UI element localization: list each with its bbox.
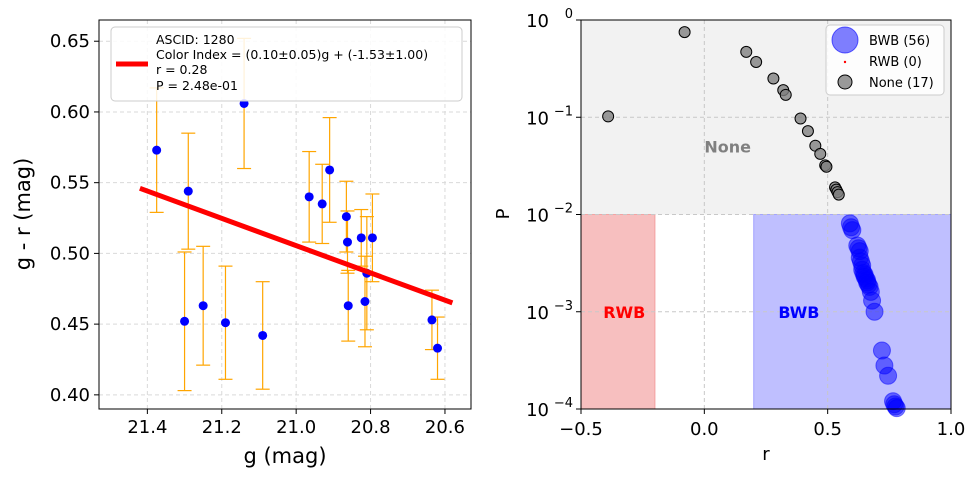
legend-line-r: r = 0.28 bbox=[156, 62, 207, 77]
data-point bbox=[258, 330, 268, 340]
left-legend: ASCID: 1280 Color Index = (0.10±0.05)g +… bbox=[110, 26, 463, 102]
none-point bbox=[801, 125, 814, 138]
x-tick-label: 21.2 bbox=[202, 417, 242, 438]
y-tick-label: 10 bbox=[526, 206, 549, 227]
none-point bbox=[814, 147, 827, 160]
bwb-point bbox=[879, 366, 898, 385]
x-tick-label: 1.0 bbox=[937, 419, 966, 440]
region-label-bwb: BWB bbox=[778, 303, 819, 322]
data-point bbox=[341, 212, 351, 222]
y-tick-label: 0.45 bbox=[50, 314, 90, 335]
none-point bbox=[820, 160, 833, 173]
y-tick-label: 0.60 bbox=[50, 102, 90, 123]
right-x-axis-label: r bbox=[762, 444, 770, 465]
x-tick-label: −0.5 bbox=[559, 419, 603, 440]
y-tick-label: 10 bbox=[526, 400, 549, 421]
legend-none-marker bbox=[837, 74, 853, 90]
data-point bbox=[220, 318, 230, 328]
y-tick-exponent: 0 bbox=[565, 7, 573, 22]
legend-rwb-marker bbox=[843, 60, 847, 64]
data-point bbox=[342, 237, 352, 247]
right-x-ticks: −0.5 0.0 0.5 1.0 bbox=[559, 409, 965, 440]
y-tick-exponent: −4 bbox=[554, 396, 573, 411]
x-tick-label: 20.8 bbox=[351, 417, 391, 438]
data-point bbox=[304, 192, 314, 202]
none-point bbox=[767, 72, 780, 85]
bwb-point bbox=[865, 302, 884, 321]
region-label-none: None bbox=[704, 138, 751, 157]
data-point bbox=[317, 199, 327, 209]
y-tick-label: 10 bbox=[526, 11, 549, 32]
y-tick-exponent: −2 bbox=[554, 202, 573, 217]
bwb-point bbox=[872, 341, 891, 360]
data-point bbox=[183, 186, 193, 196]
right-y-axis-label: P bbox=[493, 208, 514, 219]
right-panel: None RWB BWB −0.5 0.0 0.5 1.0 10 −410 −310 −21… bbox=[493, 7, 965, 465]
left-panel: 21.4 21.2 21.0 20.8 20.6 0.40 0.45 0.50 0.55 0.6… bbox=[11, 19, 472, 468]
data-point bbox=[427, 315, 437, 325]
none-point bbox=[794, 112, 807, 125]
legend-line-color-index: Color Index = (0.10±0.05)g + (-1.53±1.00… bbox=[156, 47, 428, 62]
fit-line bbox=[139, 185, 454, 306]
none-point bbox=[779, 88, 792, 101]
data-point bbox=[367, 233, 377, 243]
left-y-ticks: 0.40 0.45 0.50 0.55 0.60 0.65 bbox=[50, 31, 99, 406]
y-tick-label: 10 bbox=[526, 108, 549, 129]
x-tick-label: 21.4 bbox=[127, 417, 167, 438]
y-tick-label: 10 bbox=[526, 303, 549, 324]
y-tick-label: 0.50 bbox=[50, 243, 90, 264]
x-tick-label: 20.6 bbox=[425, 417, 465, 438]
left-y-axis-label: g - r (mag) bbox=[11, 158, 35, 271]
left-points bbox=[152, 98, 443, 353]
y-tick-exponent: −1 bbox=[554, 104, 573, 119]
right-y-ticks: 10 −4 10 −3 10 −2 10 −1 10 0 bbox=[526, 7, 581, 421]
left-x-ticks: 21.4 21.2 21.0 20.8 20.6 bbox=[127, 409, 465, 438]
legend-line-ascid: ASCID: 1280 bbox=[156, 32, 235, 47]
left-legend-frame bbox=[110, 26, 463, 102]
none-point bbox=[750, 55, 763, 68]
left-axes-frame bbox=[98, 19, 472, 410]
x-tick-label: 21.0 bbox=[276, 417, 316, 438]
bwb-point bbox=[887, 399, 906, 418]
left-x-axis-label: g (mag) bbox=[243, 444, 326, 468]
x-tick-label: 0.0 bbox=[690, 419, 719, 440]
data-point bbox=[356, 233, 366, 243]
right-legend: BWB (56) RWB (0) None (17) bbox=[825, 24, 945, 96]
y-tick-label: 0.55 bbox=[50, 173, 90, 194]
region-label-rwb: RWB bbox=[603, 303, 645, 322]
data-point bbox=[433, 343, 443, 353]
y-tick-exponent: −3 bbox=[554, 299, 573, 314]
right-points bbox=[602, 26, 906, 418]
none-point bbox=[740, 45, 753, 58]
data-point bbox=[325, 165, 335, 175]
data-point bbox=[198, 301, 208, 311]
data-point bbox=[343, 301, 353, 311]
x-tick-label: 0.5 bbox=[813, 419, 842, 440]
none-point bbox=[678, 26, 691, 39]
legend-line-p: P = 2.48e-01 bbox=[156, 78, 238, 93]
data-point bbox=[360, 296, 370, 306]
legend-none-label: None (17) bbox=[869, 76, 934, 91]
bwb-point bbox=[843, 221, 862, 240]
none-point bbox=[832, 188, 845, 201]
data-point bbox=[152, 145, 162, 155]
y-tick-label: 0.65 bbox=[50, 31, 90, 52]
none-point bbox=[602, 110, 615, 123]
y-tick-label: 0.40 bbox=[50, 385, 90, 406]
legend-rwb-label: RWB (0) bbox=[869, 55, 922, 70]
legend-bwb-label: BWB (56) bbox=[869, 34, 930, 49]
data-point bbox=[180, 316, 190, 326]
legend-bwb-marker bbox=[831, 26, 859, 54]
